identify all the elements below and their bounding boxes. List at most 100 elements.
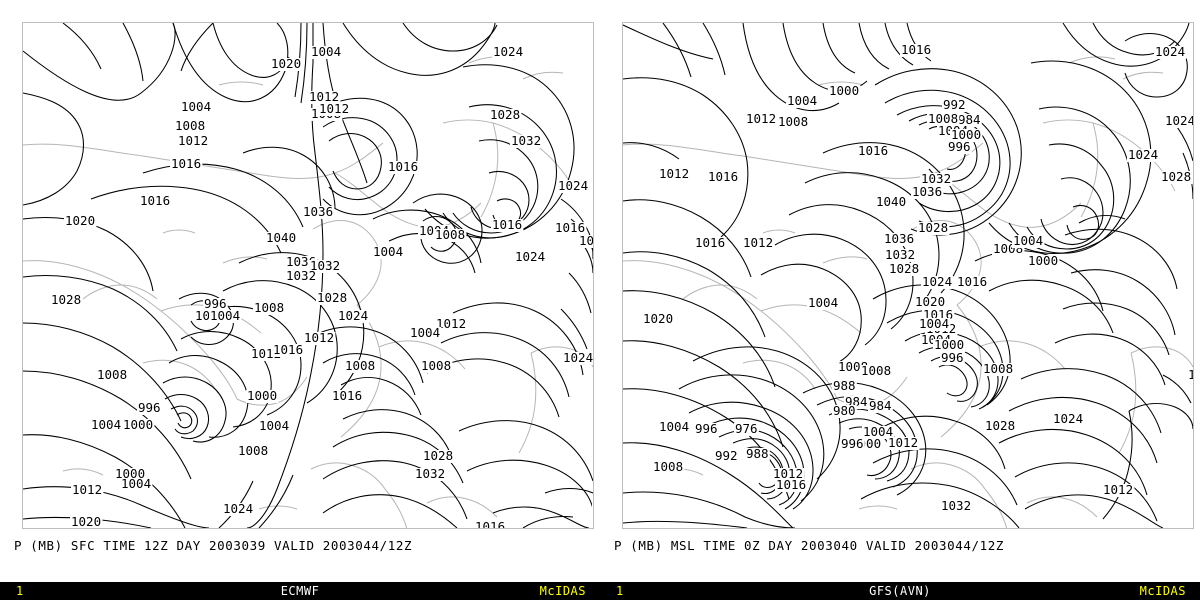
isobar-label: 1012 [746,111,776,126]
isobar-label: 1024 [1165,113,1193,128]
isobar-label: 1024 [493,44,523,59]
isobar-label-bg [786,95,819,108]
isobar-label: 1012 [72,482,102,497]
isobar-label: 1036 [884,231,914,246]
isobar-label: 1016 [695,235,725,250]
isobar-label: 1016 [140,193,170,208]
isobar-label-bg [50,294,83,307]
ecmwf-map-frame[interactable]: 1020100410041008101210121008101210161016… [22,22,594,529]
isobar-label: 1004 [311,44,341,59]
isobar-label: 1012 [659,166,689,181]
isobar-label-bg [344,360,377,373]
isobar-label-bg [857,145,890,158]
isobar-label: 1028 [889,261,919,276]
isobar-label: 992 [715,448,738,463]
isobar-label: 1028 [490,107,520,122]
isobar-label: 1012 [773,466,803,481]
isobar-label-bg [984,420,1017,433]
isobar-label-bg [742,237,775,250]
isobar-label-bg [888,263,921,276]
isobar-label: 1032 [286,268,316,283]
isobar-label: 1024 [922,274,952,289]
coastlines-left [23,56,593,528]
isobar-label: 980 [833,403,856,418]
isobar-label: 988 [746,446,769,461]
isobar-label-bg [90,419,123,432]
isobar-label: 1032 [310,258,340,273]
isobar-label: 1020 [643,311,673,326]
isobar-label: 1016 [957,274,987,289]
isobar-label: 1008 [238,443,268,458]
isobar-label: 1000 [115,466,145,481]
isobar-label-bg [309,260,342,273]
isobar-label: 984 [958,112,981,127]
isobar-label: 1032 [415,466,445,481]
isobar-label: 1032 [941,498,971,513]
isobar-label-bg [318,103,351,116]
isobar-label-bg [982,363,1015,376]
isobar-label-bg [114,468,147,481]
brand-label-right: McIDAS [1139,584,1186,598]
isobar-label-bg [914,296,947,309]
isobar-label: 1004 [410,325,440,340]
isobar-label-bg [1052,413,1085,426]
isobar-label-bg [1160,171,1193,184]
isobar-label: 1032 [511,133,541,148]
isobar-label-bg [272,344,305,357]
isobar-label-bg [940,352,965,365]
isobar-label-bg [921,276,954,289]
isobar-label: 1012 [579,233,593,248]
isobar-label-bg [592,502,593,515]
isobar-label: 1016 [901,42,931,57]
isobar-label: 1008 [861,363,891,378]
isobar-label-bg [420,360,453,373]
ecmwf-caption: P (MB) SFC TIME 12Z DAY 2003039 VALID 20… [14,538,413,553]
isobar-label-bg [1027,255,1060,268]
isobar-label-bg [96,369,129,382]
isobar-label-bg [1164,115,1193,128]
isobar-label: 1016 [388,159,418,174]
isobar-label-bg [860,365,893,378]
isobar-label-bg [884,249,917,262]
model-name-left: ECMWF [280,584,320,598]
isobar-label: 1000 [1028,253,1058,268]
isobar-label-bg [237,445,270,458]
isobar-label-bg [331,390,364,403]
isobar-label-bg [956,276,989,289]
isobar-label-bg [302,206,335,219]
isobar-label-bg [745,448,770,461]
isobar-label-bg [203,298,228,311]
isobar-label-bg [372,246,405,259]
isobar-label: 1004 [1013,233,1043,248]
isobar-label: 1008 [778,114,808,129]
gfs-map-frame[interactable]: 1016 1024 1000 1004 1012 1008 1024 1024 1028 992 9… [622,22,1194,529]
isobar-label-bg [510,135,543,148]
isobar-label-bg [1012,235,1045,248]
isobar-label: 1020 [271,56,301,71]
isobar-label-bg [1102,484,1135,497]
isobar-label: 1012 [436,316,466,331]
isobar-label: 1004 [659,419,689,434]
isobar-label: 1004 [787,93,817,108]
isobar-label: 1036 [303,204,333,219]
isobar-label-bg [694,423,719,436]
isobars-left [23,23,593,528]
isobar-label-bg [642,313,675,326]
isobar-label: 1016 [475,519,505,528]
isobar-label-bg [562,352,593,365]
isobar-label-bg [911,186,944,199]
isobar-label: 1004 [181,99,211,114]
isobar-label: 1020 [71,514,101,528]
isobar-label-bg [70,516,103,528]
isobar-label-bg [694,237,727,250]
isobar-label: 1032 [885,247,915,262]
isobar-label: 1016 [858,143,888,158]
isobar-label-bg [868,400,893,413]
isobar-label: 1040 [266,230,296,245]
isobar-label: 1028 [317,290,347,305]
isobar-label: 988 [833,378,856,393]
isobar-label-bg [927,113,960,126]
isobar-label-bg [491,219,524,232]
isobar-label: 1012 [888,435,918,450]
